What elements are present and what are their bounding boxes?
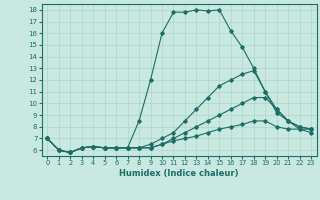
X-axis label: Humidex (Indice chaleur): Humidex (Indice chaleur) [119, 169, 239, 178]
